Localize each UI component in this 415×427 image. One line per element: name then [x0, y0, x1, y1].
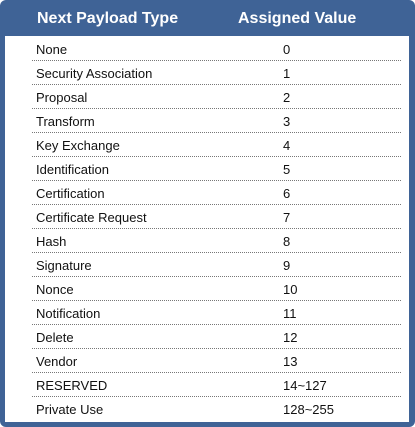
payload-type-cell: Certification — [36, 186, 105, 201]
payload-type-cell: Identification — [36, 162, 109, 177]
assigned-value-cell: 4 — [283, 138, 291, 153]
table-row: Security Association 1 — [5, 61, 409, 85]
payload-type-cell: None — [36, 42, 68, 57]
table-row: Signature 9 — [5, 253, 409, 277]
assigned-value-cell: 7 — [283, 210, 291, 225]
row-divider — [32, 108, 401, 109]
table-row: Certificate Request 7 — [5, 205, 409, 229]
payload-type-cell: Transform — [36, 114, 95, 129]
assigned-value-cell: 6 — [283, 186, 291, 201]
assigned-value-cell: 12 — [283, 330, 298, 345]
row-divider — [32, 156, 401, 157]
row-divider — [32, 132, 401, 133]
assigned-value-cell: 128~255 — [283, 402, 334, 417]
payload-type-cell: Delete — [36, 330, 74, 345]
table-row: Transform 3 — [5, 109, 409, 133]
table-row: Vendor 13 — [5, 349, 409, 373]
payload-type-cell: Certificate Request — [36, 210, 147, 225]
payload-type-cell: Signature — [36, 258, 92, 273]
table-row: Key Exchange 4 — [5, 133, 409, 157]
header-assigned-value: Assigned Value — [238, 10, 357, 27]
row-divider — [32, 372, 401, 373]
payload-type-cell: Vendor — [36, 354, 78, 369]
table-row: Notification 11 — [5, 301, 409, 325]
table-row: Proposal 2 — [5, 85, 409, 109]
row-divider — [32, 348, 401, 349]
assigned-value-cell: 11 — [283, 306, 297, 321]
row-divider — [32, 276, 401, 277]
payload-type-cell: RESERVED — [36, 378, 108, 393]
row-divider — [32, 324, 401, 325]
assigned-value-cell: 1 — [283, 66, 291, 81]
assigned-value-cell: 3 — [283, 114, 291, 129]
assigned-value-cell: 0 — [283, 42, 291, 57]
table-row: Nonce 10 — [5, 277, 409, 301]
assigned-value-cell: 14~127 — [283, 378, 327, 393]
row-divider — [32, 228, 401, 229]
payload-type-cell: Notification — [36, 306, 101, 321]
header-next-payload-type: Next Payload Type — [37, 10, 179, 27]
table-row: Delete 12 — [5, 325, 409, 349]
table-row: Hash 8 — [5, 229, 409, 253]
row-divider — [32, 300, 401, 301]
row-divider — [32, 84, 401, 85]
payload-type-cell: Proposal — [36, 90, 88, 105]
table-header: Next Payload Type Assigned Value — [0, 0, 415, 36]
row-divider — [32, 204, 401, 205]
assigned-value-cell: 10 — [283, 282, 298, 297]
table-row: Identification 5 — [5, 157, 409, 181]
row-divider — [32, 180, 401, 181]
assigned-value-cell: 9 — [283, 258, 291, 273]
assigned-value-cell: 13 — [283, 354, 298, 369]
payload-type-cell: Key Exchange — [36, 138, 120, 153]
payload-type-cell: Private Use — [36, 402, 104, 417]
payload-type-cell: Hash — [36, 234, 67, 249]
row-divider — [32, 396, 401, 397]
table-row: Certification 6 — [5, 181, 409, 205]
table-row: Private Use 128~255 — [5, 397, 409, 421]
assigned-value-cell: 8 — [283, 234, 291, 249]
row-divider — [32, 60, 401, 61]
assigned-value-cell: 5 — [283, 162, 291, 177]
payload-type-cell: Security Association — [36, 66, 153, 81]
row-divider — [32, 252, 401, 253]
table-row: RESERVED 14~127 — [5, 373, 409, 397]
table-row: None 0 — [5, 37, 409, 61]
assigned-value-cell: 2 — [283, 90, 291, 105]
table-body: None 0 Security Association 1 Proposal 2 Trans… — [5, 36, 409, 422]
payload-type-cell: Nonce — [36, 282, 74, 297]
